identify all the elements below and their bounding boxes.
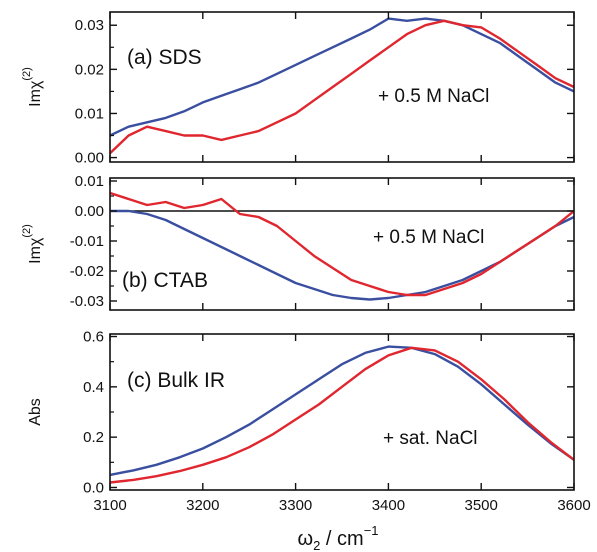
- panel-label: (a) SDS: [127, 46, 202, 69]
- y-tick-label: 0.0: [83, 479, 104, 496]
- y-tick-label: -0.01: [70, 233, 104, 250]
- x-axis-label-main: ω: [297, 528, 313, 550]
- x-axis-label-sub: 2: [313, 538, 320, 552]
- y-tick-label: -0.03: [70, 293, 104, 310]
- y-tick-label: 0.2: [83, 429, 104, 446]
- y-tick-label: 0.00: [75, 203, 104, 220]
- x-tick-label: 3500: [465, 497, 498, 514]
- plot-frame: [109, 333, 575, 491]
- y-tick-label: 0.4: [83, 379, 104, 396]
- y-axis-label-main: Imχ: [27, 80, 44, 107]
- y-axis-label: Imχ(2): [21, 67, 44, 107]
- panel-3: 0.0 0.2 0.4 0.6 (c) Bulk IR + sat. NaCl Abs: [27, 329, 575, 496]
- y-tick-label: 0.01: [75, 105, 104, 122]
- y-tick-label: 0.00: [75, 150, 104, 167]
- panel-annotation: + 0.5 M NaCl: [373, 227, 484, 248]
- panel-annotation: + sat. NaCl: [383, 428, 478, 449]
- x-tick-label: 3100: [93, 497, 126, 514]
- x-tick-label: 3600: [557, 497, 590, 514]
- panel-label: (c) Bulk IR: [127, 369, 225, 392]
- x-axis-label-sup: −1: [364, 523, 379, 538]
- x-tick-label: 3400: [372, 497, 405, 514]
- x-axis-label-unit: / cm: [320, 528, 363, 550]
- x-axis-label: ω2 / cm−1: [297, 523, 378, 552]
- series-line-blue: [109, 17, 575, 137]
- y-tick-label: -0.02: [70, 263, 104, 280]
- panel-1: 0.00 0.01 0.02 0.03 (a) SDS + 0.5 M NaCl Imχ(2…: [21, 11, 575, 167]
- y-axis-label: Abs: [27, 398, 44, 426]
- panel-2: 0.01 0.00 -0.01 -0.02 -0.03 (b) CTAB + 0.5 M N…: [21, 173, 575, 311]
- y-axis-label: Imχ(2): [21, 224, 44, 264]
- y-tick-label: 0.03: [75, 17, 104, 34]
- plot-frame: [109, 177, 575, 311]
- y-tick-label: 0.01: [75, 173, 104, 190]
- series-line-red: [109, 191, 575, 297]
- y-axis-label-sup: (2): [21, 224, 33, 237]
- y-tick-label: 0.02: [75, 61, 104, 78]
- y-axis-label-sup: (2): [21, 67, 33, 80]
- panel-annotation: + 0.5 M NaCl: [378, 86, 489, 107]
- x-axis: 3100 3200 3300 3400 3500 3600 ω2 / cm−1: [93, 497, 590, 552]
- x-tick-label: 3200: [186, 497, 219, 514]
- y-axis-label-main: Imχ: [27, 237, 44, 264]
- panel-label: (b) CTAB: [122, 269, 208, 292]
- y-axis-label-main: Abs: [27, 398, 44, 426]
- series-line-red: [109, 19, 575, 155]
- plot-frame: [109, 11, 575, 163]
- series-line-blue: [109, 345, 575, 477]
- series-line-red: [109, 346, 575, 484]
- x-tick-label: 3300: [279, 497, 312, 514]
- y-tick-label: 0.6: [83, 329, 104, 346]
